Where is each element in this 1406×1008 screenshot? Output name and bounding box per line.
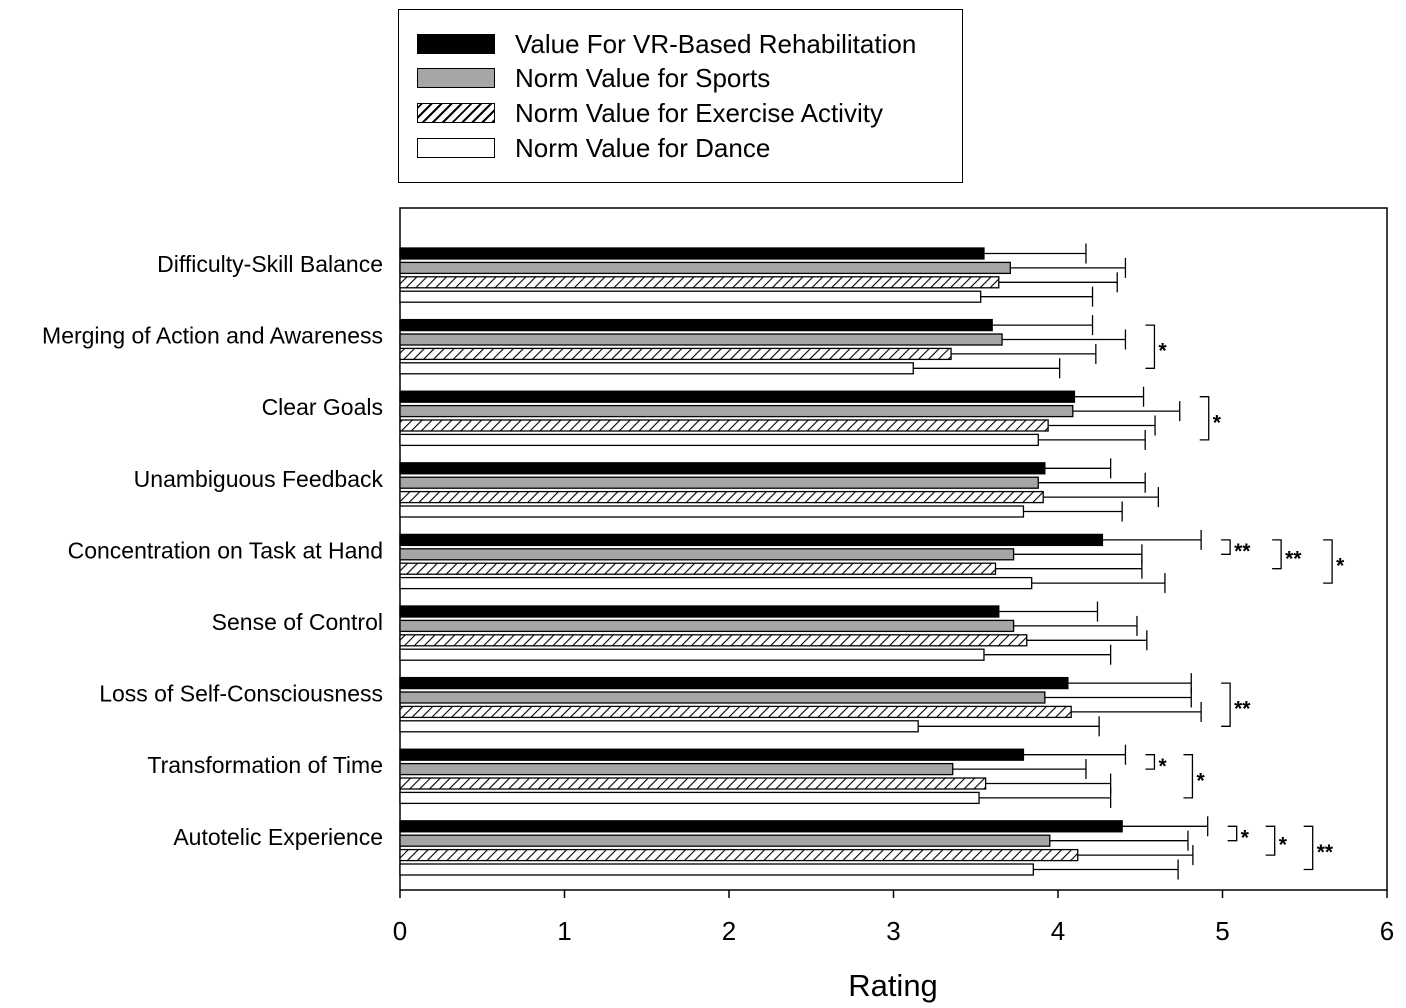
significance-bracket — [1145, 754, 1156, 770]
category-label: Difficulty-Skill Balance — [157, 251, 383, 277]
chart-legend: Value For VR-Based Rehabilitation Norm V… — [398, 9, 963, 183]
bar — [399, 705, 1072, 719]
significance-marker: * — [1336, 555, 1345, 578]
legend-label-sports: Norm Value for Sports — [515, 62, 771, 93]
category-label: Concentration on Task at Hand — [68, 537, 383, 563]
legend-label-exercise: Norm Value for Exercise Activity — [515, 97, 883, 128]
bar — [399, 390, 1076, 403]
x-tick-label: 0 — [393, 916, 407, 946]
significance-bracket — [1221, 682, 1231, 727]
significance-marker: ** — [1285, 547, 1302, 570]
bar — [399, 605, 1000, 618]
bar — [399, 333, 1003, 346]
bar — [399, 362, 914, 375]
bar — [399, 676, 1069, 690]
significance-marker: * — [1158, 340, 1167, 363]
significance-marker: ** — [1317, 841, 1334, 864]
significance-bracket — [1272, 539, 1282, 570]
bar — [399, 820, 1123, 833]
bar — [399, 777, 987, 790]
category-label: Sense of Control — [212, 609, 383, 635]
bar — [399, 419, 1049, 432]
legend-item-dance: Norm Value for Dance — [417, 133, 770, 163]
significance-marker: * — [1158, 755, 1167, 778]
bar — [399, 863, 1034, 876]
legend-swatch-exercise — [417, 103, 495, 123]
legend-item-exercise: Norm Value for Exercise Activity — [417, 98, 883, 128]
bar — [399, 634, 1028, 647]
significance-bracket — [1303, 825, 1314, 871]
category-label: Autotelic Experience — [173, 824, 383, 850]
bar — [399, 548, 1015, 561]
bar — [399, 347, 952, 361]
bar — [399, 318, 993, 332]
significance-marker: * — [1196, 769, 1205, 792]
bar — [399, 247, 985, 260]
bar — [399, 276, 1000, 289]
bar — [399, 404, 1074, 418]
bar — [399, 562, 997, 575]
x-tick-label: 1 — [557, 916, 571, 946]
significance-marker: ** — [1234, 698, 1251, 721]
significance-marker: * — [1213, 411, 1222, 434]
bar — [399, 619, 1015, 633]
bar — [399, 691, 1046, 704]
legend-swatch-sports — [417, 68, 495, 88]
significance-bracket — [1221, 539, 1231, 555]
significance-bracket — [1183, 754, 1194, 799]
bar — [399, 720, 919, 733]
legend-swatch-dance — [417, 138, 495, 158]
category-label: Unambiguous Feedback — [134, 466, 384, 492]
significance-bracket — [1323, 539, 1333, 584]
x-tick-label: 6 — [1380, 916, 1394, 946]
legend-label-dance: Norm Value for Dance — [515, 132, 771, 163]
bar — [399, 748, 1025, 761]
bar — [399, 762, 954, 776]
category-label: Transformation of Time — [147, 752, 383, 778]
x-axis-title: Rating — [848, 968, 938, 1003]
bar — [399, 462, 1046, 475]
bar — [399, 848, 1079, 862]
bar — [399, 834, 1051, 847]
bar — [399, 476, 1039, 489]
bar — [399, 261, 1011, 275]
significance-bracket — [1265, 825, 1276, 856]
legend-item-sports: Norm Value for Sports — [417, 63, 770, 93]
bar — [399, 490, 1044, 504]
bar — [399, 433, 1039, 447]
x-tick-label: 2 — [722, 916, 736, 946]
bar — [399, 505, 1025, 518]
bar — [399, 576, 1033, 590]
bar — [399, 290, 982, 303]
legend-swatch-vr — [417, 34, 495, 54]
category-label: Merging of Action and Awareness — [42, 323, 383, 349]
significance-bracket — [1145, 324, 1156, 369]
significance-bracket — [1199, 396, 1210, 441]
significance-marker: * — [1279, 834, 1288, 857]
legend-item-vr: Value For VR-Based Rehabilitation — [417, 29, 916, 59]
x-tick-label: 5 — [1215, 916, 1229, 946]
bar — [399, 648, 985, 661]
bar — [399, 791, 980, 805]
x-tick-label: 4 — [1051, 916, 1065, 946]
legend-label-vr: Value For VR-Based Rehabilitation — [515, 28, 917, 59]
bar — [399, 533, 1104, 547]
category-label: Loss of Self-Consciousness — [99, 681, 383, 707]
significance-marker: ** — [1234, 540, 1251, 563]
significance-marker: * — [1241, 827, 1250, 850]
x-tick-label: 3 — [886, 916, 900, 946]
category-label: Clear Goals — [262, 394, 383, 420]
significance-bracket — [1227, 825, 1238, 842]
